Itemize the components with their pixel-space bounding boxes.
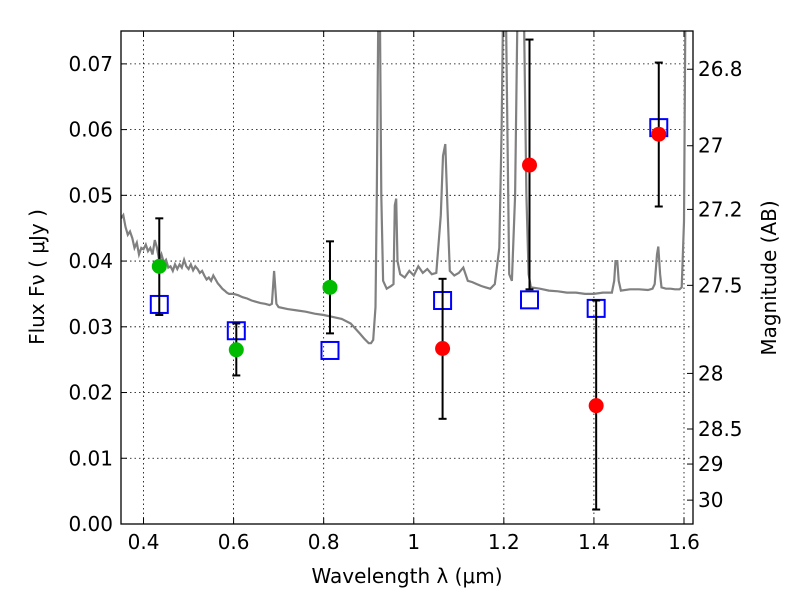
right-tick-label: 29 [698,452,723,476]
right-tick-label: 27 [698,134,723,158]
model-square-marker [320,340,340,360]
y-tick-label: 0.07 [68,52,113,76]
y-tick-label: 0.04 [68,249,113,273]
right-axis-label: Magnitude (AB) [757,200,781,355]
x-tick-label: 0.4 [128,530,160,554]
x-axis-label: Wavelength λ (μm) [311,564,502,588]
x-tick-label: 1.4 [578,530,610,554]
y-tick-label: 0.03 [68,315,113,339]
y-tick-label: 0.02 [68,381,113,405]
flux-point-marker [651,126,667,142]
y-tick-label: 0.00 [68,512,113,536]
flux-point-marker [435,340,451,356]
x-tick-label: 1.2 [488,530,520,554]
y-tick-label: 0.01 [68,446,113,470]
flux-point-marker [322,279,338,295]
right-tick-label: 30 [698,488,723,512]
flux-point-marker [522,157,538,173]
right-tick-label: 28 [698,361,723,385]
x-tick-label: 1 [407,530,420,554]
flux-point-marker [151,258,167,274]
x-tick-label: 0.6 [218,530,250,554]
y-tick-label: 0.06 [68,118,113,142]
template-spectrum-line [121,31,687,345]
right-tick-label: 26.8 [698,57,743,81]
y-tick-label: 0.05 [68,183,113,207]
x-tick-label: 1.6 [668,530,700,554]
axis-ticks: 0.4 0.6 0.8 1 1.2 1.4 1.6 0.00 0.01 0.02 0.03 0.04 0… [68,31,743,554]
x-tick-label: 0.8 [308,530,340,554]
flux-point-marker [588,398,604,414]
right-tick-label: 27.5 [698,273,743,297]
data-markers [149,38,669,511]
grid-lines [121,31,693,525]
plot-frame [120,30,694,525]
model-square-marker [520,290,540,310]
flux-point-marker [228,342,244,358]
right-tick-label: 27.2 [698,197,743,221]
y-axis-label: Flux Fν ( μJy ) [25,209,49,345]
right-tick-label: 28.5 [698,417,743,441]
